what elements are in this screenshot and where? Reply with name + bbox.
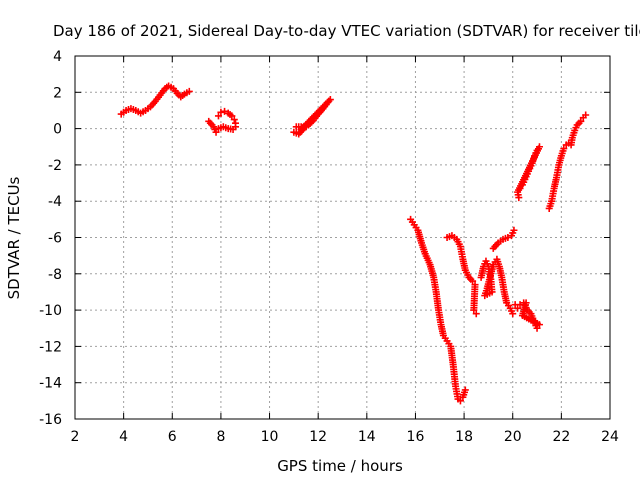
data-point: [510, 226, 518, 234]
x-tick-label: 24: [601, 429, 619, 445]
data-point: [228, 112, 236, 120]
data-point: [212, 128, 220, 136]
data-point: [230, 116, 238, 124]
x-tick-label: 20: [504, 429, 522, 445]
data-point: [582, 111, 590, 119]
data-point: [232, 119, 239, 127]
y-tick-label: -10: [39, 303, 62, 319]
x-tick-label: 12: [309, 429, 327, 445]
x-axis: 2 4 6 8 10 12 14 16 18 20 22 24: [71, 56, 619, 445]
data-point: [217, 108, 225, 116]
data-point: [469, 277, 477, 285]
data-point: [461, 386, 469, 394]
y-tick-label: -8: [48, 267, 62, 283]
y-tick-label: -12: [39, 339, 62, 355]
data-points: [117, 82, 590, 405]
x-tick-label: 6: [168, 429, 177, 445]
data-point: [470, 306, 478, 314]
data-point: [185, 87, 193, 95]
data-point: [214, 112, 222, 120]
y-axis-title: SDTVAR / TECUs: [5, 176, 23, 299]
chart-title: Day 186 of 2021, Sidereal Day-to-day VTE…: [53, 22, 640, 40]
x-tick-label: 14: [358, 429, 376, 445]
data-point: [509, 310, 517, 318]
data-point: [514, 304, 522, 312]
y-tick-label: 4: [53, 49, 62, 65]
x-tick-label: 8: [216, 429, 225, 445]
data-point: [472, 310, 480, 318]
x-tick-label: 18: [455, 429, 473, 445]
data-point: [515, 194, 523, 202]
x-tick-label: 2: [71, 429, 80, 445]
y-axis: -16 -14 -12 -10 -8 -6 -4 -2 0 2 4: [39, 49, 610, 428]
data-point: [522, 299, 530, 307]
grid: [75, 56, 610, 419]
data-point: [504, 234, 512, 241]
y-tick-label: -2: [48, 158, 62, 174]
y-tick-label: -16: [39, 412, 62, 428]
x-tick-label: 10: [261, 429, 279, 445]
data-point: [577, 117, 585, 125]
x-tick-label: 4: [119, 429, 128, 445]
data-point: [292, 123, 300, 131]
data-point: [560, 145, 568, 153]
x-axis-title: GPS time / hours: [277, 457, 403, 475]
y-tick-label: -14: [39, 376, 62, 392]
y-tick-label: -6: [48, 231, 62, 247]
data-point: [221, 107, 229, 115]
y-tick-label: 0: [53, 122, 62, 138]
data-point: [456, 397, 464, 405]
x-tick-label: 22: [552, 429, 570, 445]
y-tick-label: 2: [53, 85, 62, 101]
x-tick-label: 16: [407, 429, 425, 445]
y-tick-label: -4: [48, 194, 62, 210]
